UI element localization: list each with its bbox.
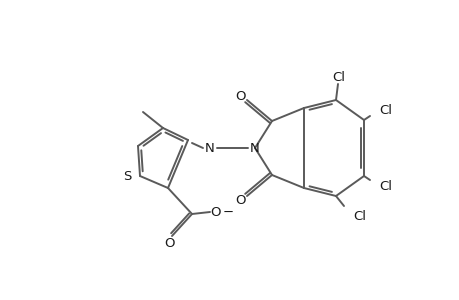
Text: O: O	[235, 194, 246, 208]
Text: N: N	[250, 142, 259, 154]
Text: Cl: Cl	[379, 179, 392, 193]
Text: −: −	[222, 206, 233, 218]
Text: Cl: Cl	[353, 211, 366, 224]
Text: Cl: Cl	[332, 70, 345, 83]
Text: N: N	[205, 142, 214, 154]
Text: O: O	[235, 89, 246, 103]
Text: Cl: Cl	[379, 103, 392, 116]
Text: S: S	[123, 169, 132, 182]
Text: O: O	[164, 238, 175, 250]
Text: O: O	[210, 206, 221, 218]
